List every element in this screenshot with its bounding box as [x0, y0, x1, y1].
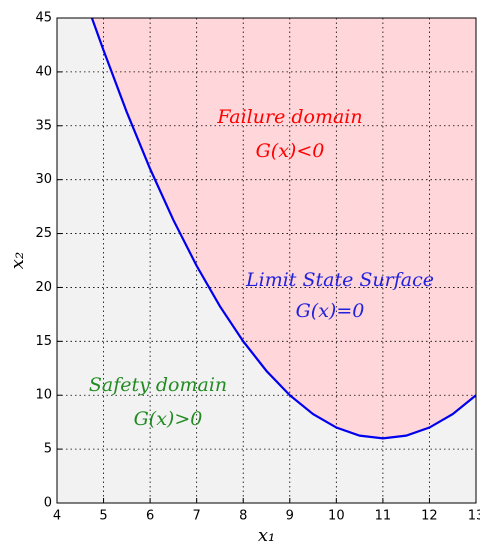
annotation: Safety domain	[89, 374, 227, 396]
x-tick-label: 12	[421, 509, 438, 524]
y-tick-label: 10	[35, 388, 52, 403]
annotation: G(x)>0	[134, 408, 203, 430]
y-tick-label: 0	[44, 496, 52, 511]
annotation: Failure domain	[216, 106, 362, 128]
y-tick-label: 45	[35, 11, 52, 26]
annotation: G(x)=0	[296, 300, 365, 322]
x-tick-label: 9	[286, 509, 294, 524]
x-tick-label: 4	[53, 509, 61, 524]
y-tick-label: 35	[35, 118, 52, 133]
y-tick-label: 25	[35, 226, 52, 241]
y-tick-label: 20	[35, 280, 52, 295]
x-tick-label: 8	[239, 509, 247, 524]
plot-frame	[56, 17, 477, 504]
y-tick-label: 30	[35, 172, 52, 187]
x-tick-label: 10	[328, 509, 345, 524]
y-tick-label: 40	[35, 64, 52, 79]
y-axis-label: x₂	[7, 252, 28, 269]
x-tick-label: 7	[193, 509, 201, 524]
x-tick-label: 11	[375, 509, 392, 524]
annotation: G(x)<0	[256, 140, 325, 162]
x-tick-label: 13	[468, 509, 480, 524]
failure-region	[91, 18, 477, 439]
y-tick-label: 5	[44, 442, 52, 457]
x-axis-label: x₁	[258, 525, 275, 546]
annotation: Limit State Surface	[245, 269, 434, 291]
x-tick-label: 5	[99, 509, 107, 524]
x-tick-label: 6	[146, 509, 154, 524]
y-tick-label: 15	[35, 334, 52, 349]
limit-state-line	[90, 17, 477, 440]
